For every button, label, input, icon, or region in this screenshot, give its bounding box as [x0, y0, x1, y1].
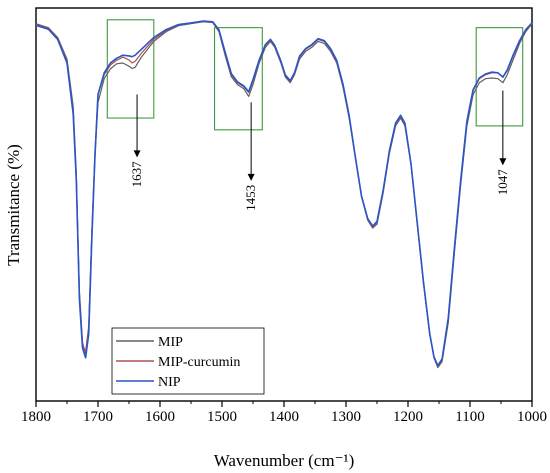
- annotation-box: [214, 27, 263, 131]
- annotation-label: 1453: [243, 185, 258, 211]
- plot-frame: [35, 7, 533, 402]
- annotation-box: [475, 27, 524, 127]
- x-tick-label: 1000: [517, 409, 547, 425]
- x-tick-label: 1500: [207, 409, 237, 425]
- annotation-box: [106, 19, 155, 119]
- x-tick-label: 1200: [393, 409, 423, 425]
- x-axis-label: Wavenumber (cm⁻¹): [214, 451, 355, 470]
- plot-area: [35, 7, 533, 402]
- legend-label: NIP: [158, 375, 181, 390]
- x-tick-label: 1600: [145, 409, 175, 425]
- x-tick-label: 1700: [83, 409, 113, 425]
- annotations: 1637 1453 1047: [106, 19, 524, 211]
- x-tick-label: 1400: [269, 409, 299, 425]
- x-axis: 1800 1700 1600 1500 1400 1300 1200 1100 1000: [21, 401, 547, 425]
- x-tick-label: 1100: [455, 409, 484, 425]
- annotation-label: 1637: [129, 161, 144, 188]
- legend-label: MIP: [158, 335, 183, 350]
- x-tick-label: 1300: [331, 409, 361, 425]
- legend-label: MIP-curcumin: [158, 355, 240, 370]
- annotation-arrowhead: [247, 173, 255, 181]
- legend: MIP MIP-curcumin NIP: [111, 327, 265, 395]
- annotation-arrowhead: [499, 158, 507, 166]
- annotation-arrowhead: [133, 150, 141, 158]
- series-group: [35, 20, 533, 369]
- x-tick-label: 1800: [21, 409, 51, 425]
- y-axis-label: Transmitance (%): [4, 144, 23, 266]
- series-line-nip: [35, 20, 533, 367]
- annotation-label: 1047: [495, 169, 510, 196]
